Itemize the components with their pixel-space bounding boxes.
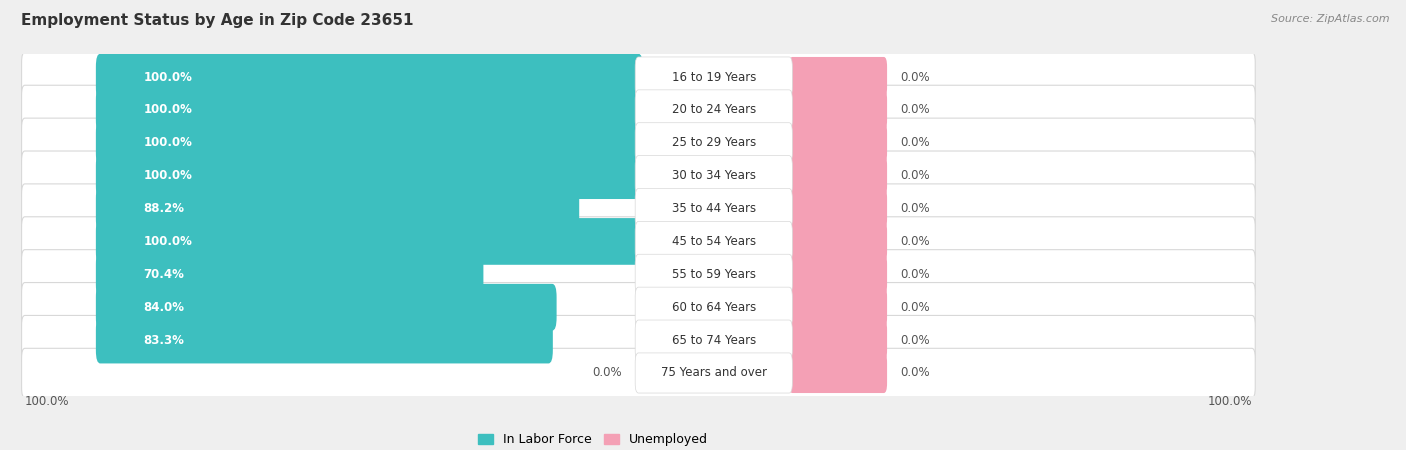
FancyBboxPatch shape bbox=[96, 251, 484, 298]
Text: 60 to 64 Years: 60 to 64 Years bbox=[672, 301, 756, 314]
Text: 100.0%: 100.0% bbox=[143, 136, 193, 149]
FancyBboxPatch shape bbox=[21, 283, 1256, 332]
FancyBboxPatch shape bbox=[96, 54, 643, 100]
Text: Source: ZipAtlas.com: Source: ZipAtlas.com bbox=[1271, 14, 1389, 23]
FancyBboxPatch shape bbox=[636, 156, 793, 196]
Text: 0.0%: 0.0% bbox=[900, 366, 929, 379]
Text: 55 to 59 Years: 55 to 59 Years bbox=[672, 268, 756, 281]
FancyBboxPatch shape bbox=[789, 156, 887, 196]
Text: 0.0%: 0.0% bbox=[900, 104, 929, 117]
Text: 16 to 19 Years: 16 to 19 Years bbox=[672, 71, 756, 84]
FancyBboxPatch shape bbox=[789, 254, 887, 294]
FancyBboxPatch shape bbox=[21, 184, 1256, 233]
FancyBboxPatch shape bbox=[636, 287, 793, 327]
Text: 0.0%: 0.0% bbox=[900, 169, 929, 182]
FancyBboxPatch shape bbox=[789, 221, 887, 261]
FancyBboxPatch shape bbox=[96, 185, 579, 232]
Text: 84.0%: 84.0% bbox=[143, 301, 184, 314]
Text: 100.0%: 100.0% bbox=[25, 396, 69, 408]
Text: 100.0%: 100.0% bbox=[143, 104, 193, 117]
Text: 100.0%: 100.0% bbox=[1208, 396, 1251, 408]
FancyBboxPatch shape bbox=[96, 86, 643, 133]
Text: 70.4%: 70.4% bbox=[143, 268, 184, 281]
FancyBboxPatch shape bbox=[636, 57, 793, 97]
Text: 100.0%: 100.0% bbox=[143, 235, 193, 248]
Text: 0.0%: 0.0% bbox=[900, 235, 929, 248]
FancyBboxPatch shape bbox=[636, 353, 793, 393]
FancyBboxPatch shape bbox=[96, 119, 643, 166]
FancyBboxPatch shape bbox=[789, 123, 887, 163]
FancyBboxPatch shape bbox=[636, 123, 793, 163]
Text: 25 to 29 Years: 25 to 29 Years bbox=[672, 136, 756, 149]
Text: 75 Years and over: 75 Years and over bbox=[661, 366, 766, 379]
FancyBboxPatch shape bbox=[789, 90, 887, 130]
Text: 100.0%: 100.0% bbox=[143, 169, 193, 182]
FancyBboxPatch shape bbox=[636, 189, 793, 229]
Text: Employment Status by Age in Zip Code 23651: Employment Status by Age in Zip Code 236… bbox=[21, 14, 413, 28]
FancyBboxPatch shape bbox=[636, 90, 793, 130]
FancyBboxPatch shape bbox=[96, 284, 557, 331]
FancyBboxPatch shape bbox=[21, 315, 1256, 365]
Text: 0.0%: 0.0% bbox=[900, 71, 929, 84]
Text: 0.0%: 0.0% bbox=[900, 301, 929, 314]
FancyBboxPatch shape bbox=[96, 152, 643, 199]
Text: 0.0%: 0.0% bbox=[900, 268, 929, 281]
FancyBboxPatch shape bbox=[789, 353, 887, 393]
FancyBboxPatch shape bbox=[21, 217, 1256, 266]
FancyBboxPatch shape bbox=[21, 151, 1256, 200]
FancyBboxPatch shape bbox=[96, 317, 553, 364]
Text: 20 to 24 Years: 20 to 24 Years bbox=[672, 104, 756, 117]
Text: 45 to 54 Years: 45 to 54 Years bbox=[672, 235, 756, 248]
FancyBboxPatch shape bbox=[789, 189, 887, 229]
FancyBboxPatch shape bbox=[21, 85, 1256, 135]
FancyBboxPatch shape bbox=[21, 250, 1256, 299]
Text: 83.3%: 83.3% bbox=[143, 333, 184, 346]
Text: 0.0%: 0.0% bbox=[900, 333, 929, 346]
Text: 35 to 44 Years: 35 to 44 Years bbox=[672, 202, 756, 215]
FancyBboxPatch shape bbox=[96, 218, 643, 265]
Text: 88.2%: 88.2% bbox=[143, 202, 184, 215]
Text: 30 to 34 Years: 30 to 34 Years bbox=[672, 169, 756, 182]
FancyBboxPatch shape bbox=[789, 287, 887, 327]
FancyBboxPatch shape bbox=[21, 348, 1256, 398]
Text: 65 to 74 Years: 65 to 74 Years bbox=[672, 333, 756, 346]
Text: 0.0%: 0.0% bbox=[900, 202, 929, 215]
FancyBboxPatch shape bbox=[21, 52, 1256, 102]
FancyBboxPatch shape bbox=[789, 320, 887, 360]
Text: 0.0%: 0.0% bbox=[593, 366, 623, 379]
FancyBboxPatch shape bbox=[636, 254, 793, 294]
Text: 100.0%: 100.0% bbox=[143, 71, 193, 84]
FancyBboxPatch shape bbox=[636, 320, 793, 360]
FancyBboxPatch shape bbox=[21, 118, 1256, 167]
Legend: In Labor Force, Unemployed: In Labor Force, Unemployed bbox=[472, 428, 713, 450]
Text: 0.0%: 0.0% bbox=[900, 136, 929, 149]
FancyBboxPatch shape bbox=[636, 221, 793, 261]
FancyBboxPatch shape bbox=[789, 57, 887, 97]
